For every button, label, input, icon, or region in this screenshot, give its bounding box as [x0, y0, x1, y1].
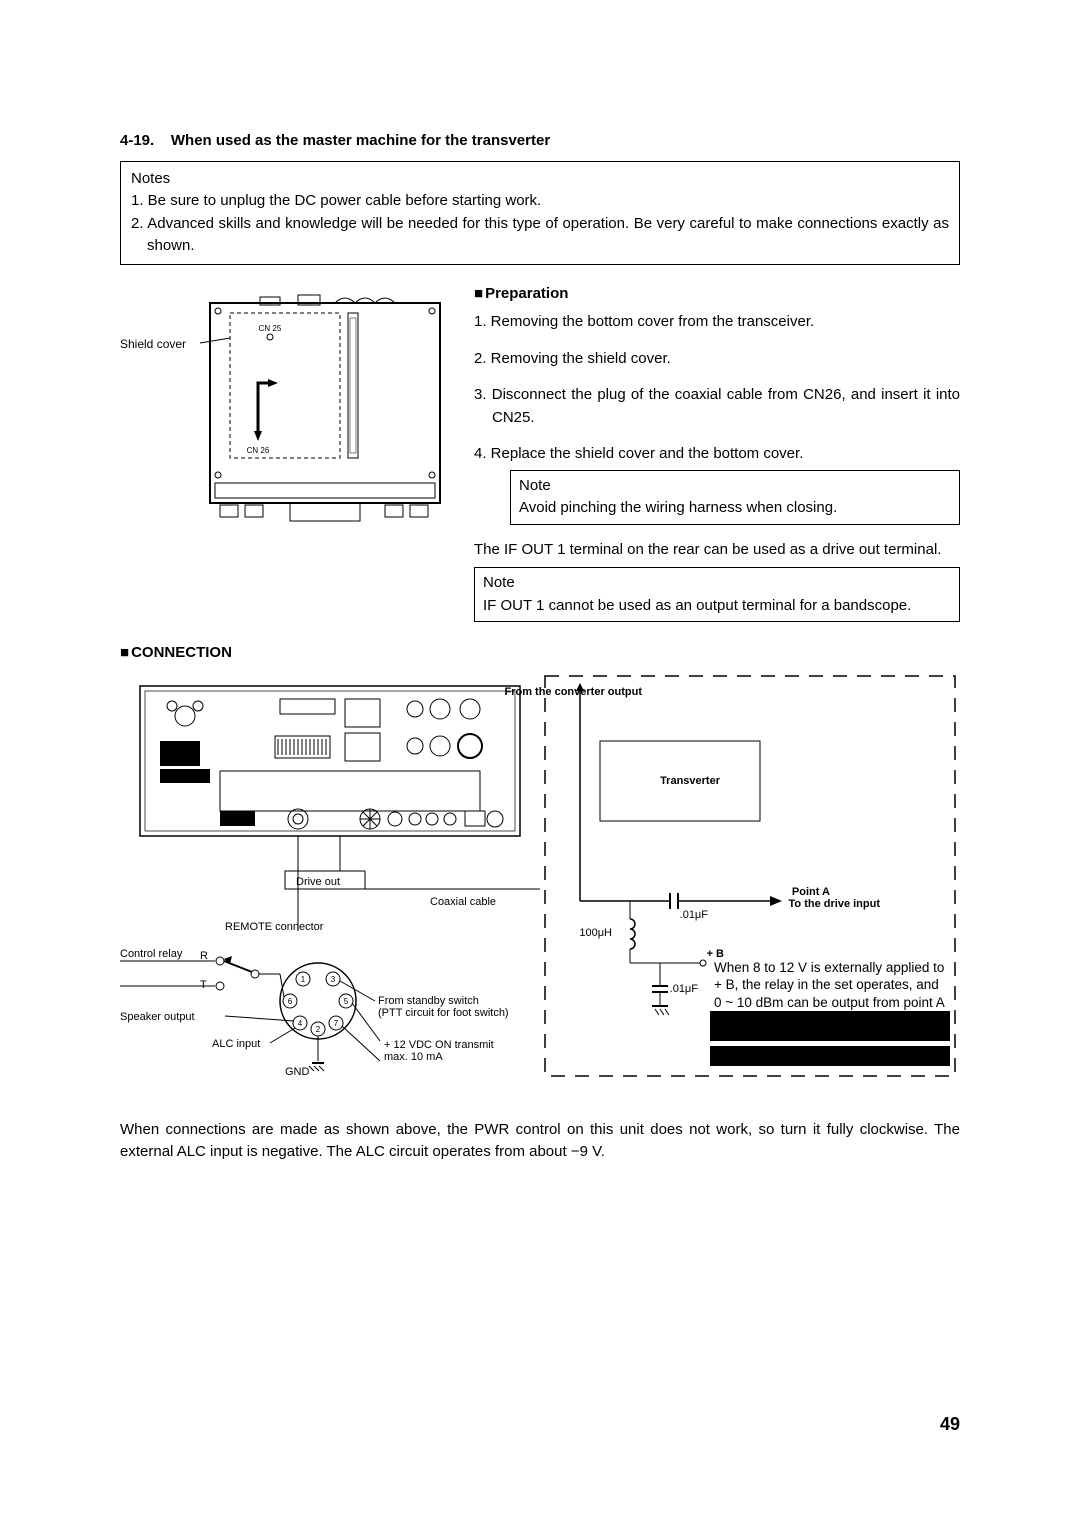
- t-label: T: [200, 977, 207, 994]
- shield-cover-label: Shield cover: [120, 335, 186, 353]
- document-page: 4-19. When used as the master machine fo…: [0, 0, 1080, 1528]
- cn25-label: CN 25: [259, 324, 282, 333]
- svg-text:5: 5: [344, 997, 349, 1006]
- prep-step-3: 3. Disconnect the plug of the coaxial ca…: [474, 384, 960, 429]
- section-title: 4-19. When used as the master machine fo…: [120, 130, 960, 153]
- if-out-text: The IF OUT 1 terminal on the rear can be…: [474, 539, 960, 562]
- transverter-label: Transverter: [660, 773, 720, 790]
- svg-text:6: 6: [288, 997, 293, 1006]
- bandscope-note-box: Note IF OUT 1 cannot be used as an outpu…: [474, 567, 960, 622]
- svg-text:4: 4: [298, 1019, 303, 1028]
- cn26-label: CN 26: [247, 446, 270, 455]
- prep-step-4: 4. Replace the shield cover and the bott…: [474, 443, 960, 525]
- footer-paragraph: When connections are made as shown above…: [120, 1119, 960, 1164]
- preparation-block: Shield cover CN 25 CN 26: [120, 283, 960, 623]
- ind-100uh-label: 100μH: [579, 925, 612, 942]
- preparation-diagram-area: Shield cover CN 25 CN 26: [120, 283, 450, 623]
- r-label: R: [200, 948, 208, 965]
- notes-box: Notes 1. Be sure to unplug the DC power …: [120, 161, 960, 265]
- remote-connector-label: REMOTE connector: [225, 919, 323, 936]
- closing-note-title: Note: [519, 475, 951, 498]
- drive-out-label: Drive out: [296, 874, 340, 891]
- note3-body: IF OUT 1 cannot be used as an output ter…: [483, 595, 951, 618]
- to-drive-input-label: To the drive input: [789, 896, 880, 913]
- connection-diagram: 1 3 6 5 4 7 2 Drive out Coaxial cable RE…: [120, 671, 960, 1101]
- svg-text:3: 3: [331, 975, 336, 984]
- coax-cable-label: Coaxial cable: [430, 894, 496, 911]
- note3-title: Note: [483, 572, 951, 595]
- notes-item-1: 1. Be sure to unplug the DC power cable …: [131, 190, 949, 213]
- relay-explanation: When 8 to 12 V is externally applied to …: [714, 959, 946, 1029]
- prep-step-2: 2. Removing the shield cover.: [474, 348, 960, 371]
- svg-text:7: 7: [334, 1019, 339, 1028]
- section-heading: When used as the master machine for the …: [171, 132, 550, 149]
- from-converter-label: From the converter output: [504, 684, 642, 701]
- control-relay-label: Control relay: [120, 946, 182, 963]
- closing-note-box: Note Avoid pinching the wiring harness w…: [510, 470, 960, 525]
- notes-heading: Notes: [131, 168, 949, 191]
- ptt-label: (PTT circuit for foot switch): [378, 1005, 509, 1022]
- svg-text:2: 2: [316, 1025, 321, 1034]
- page-number: 49: [940, 1411, 960, 1438]
- c01uf-label: .01μF: [680, 907, 708, 924]
- section-number: 4-19.: [120, 132, 154, 149]
- max10-label: max. 10 mA: [384, 1049, 443, 1066]
- preparation-list: 1. Removing the bottom cover from the tr…: [474, 311, 960, 525]
- connection-heading: CONNECTION: [120, 642, 960, 665]
- prep-step-1: 1. Removing the bottom cover from the tr…: [474, 311, 960, 334]
- c01uf2-label: .01μF: [670, 981, 698, 998]
- speaker-output-label: Speaker output: [120, 1009, 195, 1026]
- preparation-heading: Preparation: [474, 283, 960, 306]
- preparation-text: Preparation 1. Removing the bottom cover…: [474, 283, 960, 623]
- closing-note-body: Avoid pinching the wiring harness when c…: [519, 497, 951, 520]
- board-diagram: CN 25 CN 26: [200, 293, 450, 533]
- notes-item-2: 2. Advanced skills and knowledge will be…: [131, 213, 949, 258]
- svg-text:1: 1: [301, 975, 306, 984]
- prep-step-4-text: 4. Replace the shield cover and the bott…: [474, 445, 803, 462]
- gnd-label: GND: [285, 1064, 309, 1081]
- alc-input-label: ALC input: [212, 1036, 260, 1053]
